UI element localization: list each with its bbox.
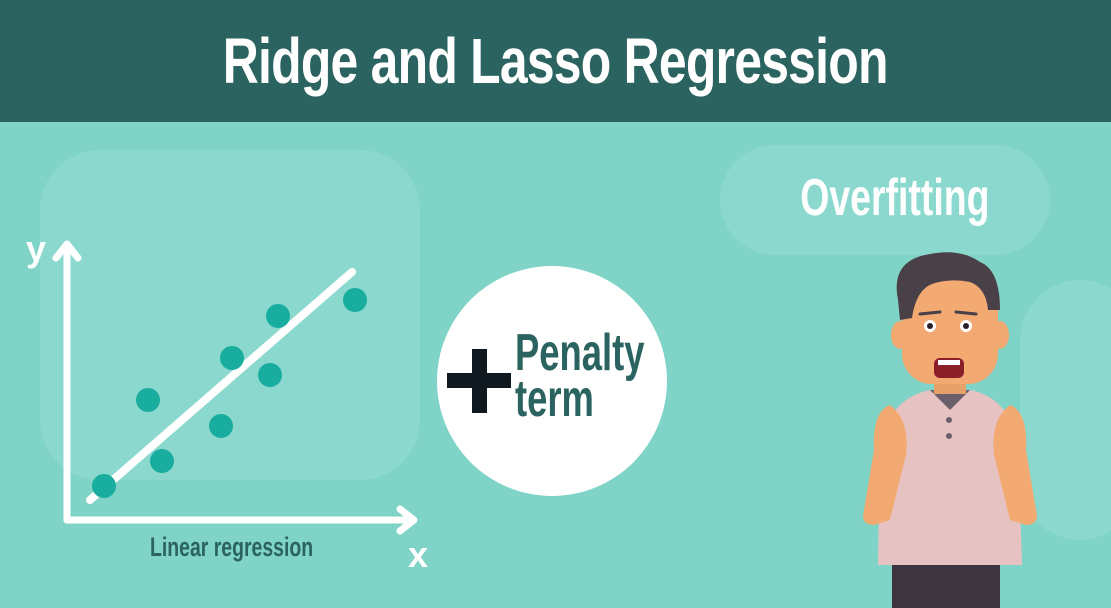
- data-point: [136, 388, 160, 412]
- shocked-person-illustration: [863, 252, 1037, 608]
- data-point: [343, 288, 367, 312]
- penalty-line-1: Penalty: [515, 324, 645, 382]
- shirt-button: [946, 433, 952, 439]
- shirt-button: [946, 417, 952, 423]
- penalty-line-2: term: [515, 370, 594, 428]
- data-point: [209, 414, 233, 438]
- shirt: [878, 390, 1022, 565]
- ear: [991, 321, 1009, 349]
- background-shape: [1020, 280, 1111, 540]
- page-title: Ridge and Lasso Regression: [223, 25, 889, 97]
- ear: [891, 321, 909, 349]
- overfitting-label: Overfitting: [800, 169, 990, 227]
- y-axis-arrow-icon: [52, 240, 82, 262]
- title-banner: Ridge and Lasso Regression: [0, 0, 1111, 122]
- y-axis-label: y: [26, 228, 47, 269]
- x-axis-arrow-icon: [396, 505, 418, 535]
- left-hand: [863, 405, 907, 525]
- right-hand: [993, 405, 1037, 525]
- data-point: [258, 363, 282, 387]
- plus-icon: [447, 349, 511, 413]
- penalty-term-label: Penalty term: [515, 324, 645, 428]
- head: [902, 280, 998, 384]
- collar: [930, 390, 970, 410]
- regression-plot: [52, 240, 418, 535]
- data-point: [266, 304, 290, 328]
- chart-caption: Linear regression: [150, 532, 314, 562]
- data-point: [220, 346, 244, 370]
- eyebrow: [954, 310, 978, 316]
- regression-line: [86, 268, 356, 504]
- data-point: [92, 474, 116, 498]
- x-axis-label: x: [408, 534, 429, 575]
- data-point: [150, 449, 174, 473]
- trousers: [892, 565, 1000, 608]
- eyebrow: [918, 310, 942, 316]
- hair: [896, 252, 1000, 320]
- background-shape: [720, 145, 1050, 255]
